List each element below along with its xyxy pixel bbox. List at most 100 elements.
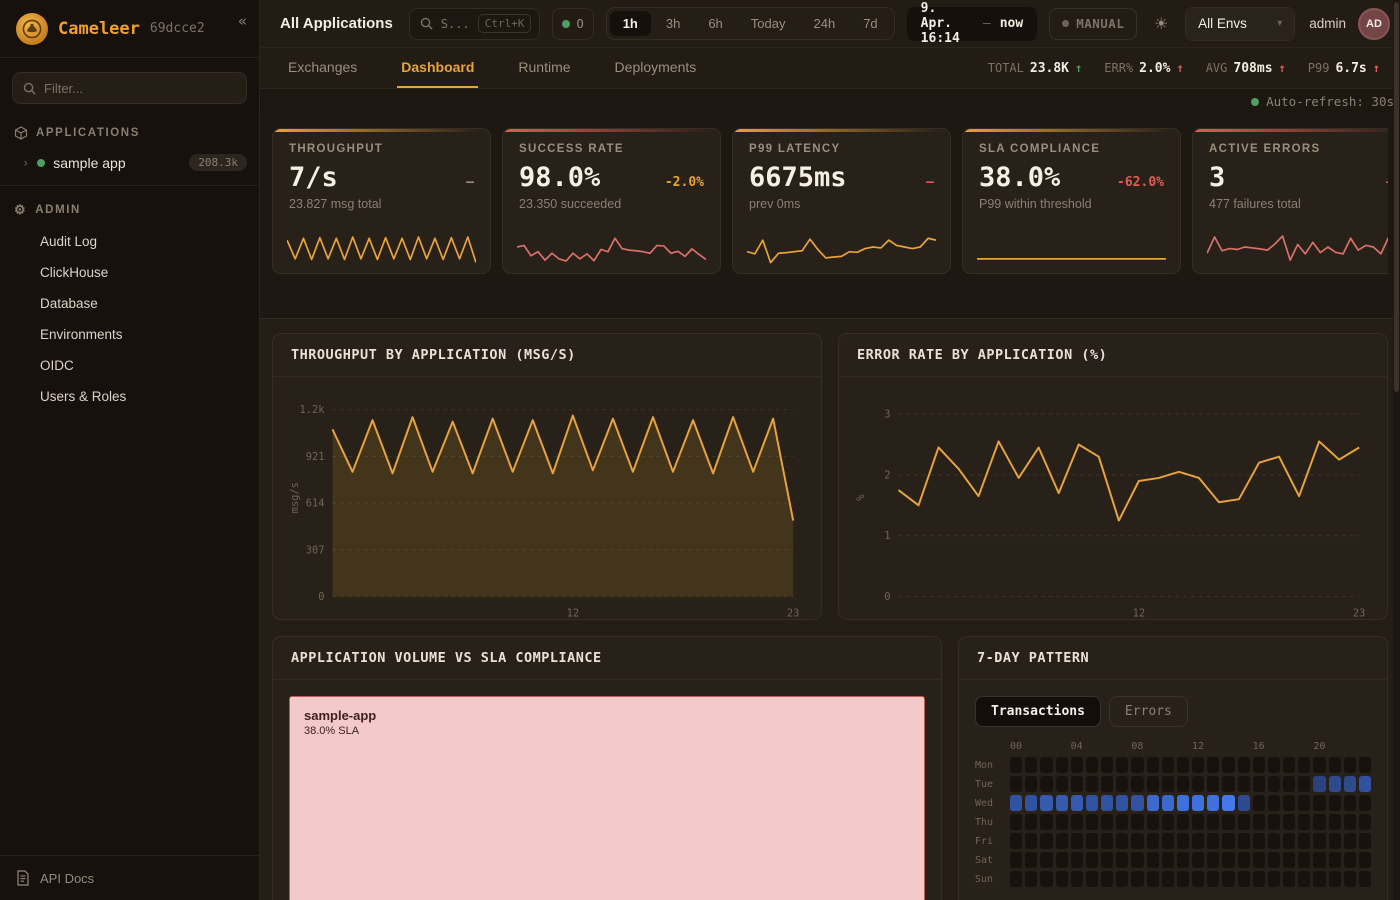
- heatmap-cell[interactable]: [1298, 795, 1311, 811]
- sidebar-item-clickhouse[interactable]: ClickHouse: [40, 265, 109, 280]
- heatmap-cell[interactable]: [1146, 833, 1159, 849]
- avatar[interactable]: AD: [1358, 7, 1390, 40]
- heatmap-cell[interactable]: [1222, 871, 1235, 887]
- heatmap-cell[interactable]: [1131, 776, 1144, 792]
- heatmap-cell[interactable]: [1010, 852, 1023, 868]
- heatmap-cell[interactable]: [1328, 871, 1341, 887]
- heatmap-cell[interactable]: [1101, 871, 1114, 887]
- heatmap-cell[interactable]: [1131, 852, 1144, 868]
- sidebar-item-environments[interactable]: Environments: [40, 327, 123, 342]
- heatmap-cell[interactable]: [1085, 833, 1098, 849]
- heatmap-cell[interactable]: [1283, 757, 1296, 773]
- heatmap-cell[interactable]: [1267, 795, 1280, 811]
- heatmap-cell[interactable]: [1040, 814, 1053, 830]
- kpi-card-active-errors[interactable]: ACTIVE ERRORS 3 – 477 failures total: [1192, 128, 1388, 274]
- heatmap-cell[interactable]: [1222, 776, 1235, 792]
- heatmap-cell[interactable]: [1085, 814, 1098, 830]
- heatmap-cell[interactable]: [1192, 814, 1205, 830]
- heatmap-cell[interactable]: [1085, 776, 1098, 792]
- heatmap-cell[interactable]: [1101, 814, 1114, 830]
- date-range-picker[interactable]: 9. Apr. 16:14 – now: [906, 1, 1038, 46]
- kpi-card-p99-latency[interactable]: P99 LATENCY 6675ms – prev 0ms: [732, 128, 951, 274]
- heatmap-cell[interactable]: [1313, 871, 1326, 887]
- heatmap-cell[interactable]: [1328, 776, 1341, 792]
- heatmap-cell[interactable]: [1237, 833, 1250, 849]
- heatmap-cell[interactable]: [1237, 795, 1250, 811]
- heatmap-cell[interactable]: [1358, 757, 1371, 773]
- heatmap-cell[interactable]: [1343, 757, 1356, 773]
- throughput-line-chart[interactable]: 0 307 614 921 1.2k 12 23 msg/s: [273, 377, 821, 619]
- heatmap-cell[interactable]: [1313, 776, 1326, 792]
- heatmap-cell[interactable]: [1146, 814, 1159, 830]
- heatmap-cell[interactable]: [1131, 814, 1144, 830]
- api-docs-link[interactable]: API Docs: [0, 855, 259, 900]
- heatmap-cell[interactable]: [1131, 833, 1144, 849]
- heatmap-cell[interactable]: [1252, 776, 1265, 792]
- heatmap-cell[interactable]: [1176, 814, 1189, 830]
- sidebar-item-users-roles[interactable]: Users & Roles: [40, 389, 127, 404]
- heatmap-cell[interactable]: [1207, 776, 1220, 792]
- heatmap-cell[interactable]: [1298, 852, 1311, 868]
- heatmap-cell[interactable]: [1025, 795, 1038, 811]
- heatmap-cell[interactable]: [1267, 776, 1280, 792]
- tab-deployments[interactable]: Deployments: [614, 59, 697, 75]
- heatmap-cell[interactable]: [1010, 795, 1023, 811]
- heatmap-cell[interactable]: [1313, 757, 1326, 773]
- heatmap-cell[interactable]: [1328, 814, 1341, 830]
- heatmap-cell[interactable]: [1298, 814, 1311, 830]
- heatmap-cell[interactable]: [1040, 852, 1053, 868]
- live-status-button[interactable]: O: [552, 7, 594, 40]
- heatmap-cell[interactable]: [1328, 852, 1341, 868]
- heatmap-cell[interactable]: [1237, 852, 1250, 868]
- heatmap-cell[interactable]: [1010, 871, 1023, 887]
- heatmap-cell[interactable]: [1252, 757, 1265, 773]
- heatmap-cell[interactable]: [1176, 795, 1189, 811]
- heatmap-cell[interactable]: [1101, 795, 1114, 811]
- heatmap-cell[interactable]: [1055, 757, 1068, 773]
- heatmap-cell[interactable]: [1161, 795, 1174, 811]
- heatmap-cell[interactable]: [1328, 795, 1341, 811]
- heatmap-cell[interactable]: [1040, 757, 1053, 773]
- heatmap-cell[interactable]: [1025, 757, 1038, 773]
- tab-dashboard[interactable]: Dashboard: [397, 48, 479, 88]
- heatmap-cell[interactable]: [1131, 795, 1144, 811]
- heatmap-cell[interactable]: [1040, 833, 1053, 849]
- heatmap-cell[interactable]: [1161, 776, 1174, 792]
- heatmap-cell[interactable]: [1267, 833, 1280, 849]
- heatmap-cell[interactable]: [1070, 833, 1083, 849]
- heatmap-cell[interactable]: [1328, 833, 1341, 849]
- heatmap-cell[interactable]: [1207, 852, 1220, 868]
- time-range-3h[interactable]: 3h: [665, 16, 681, 31]
- toggle-errors[interactable]: Errors: [1108, 696, 1188, 727]
- heatmap-cell[interactable]: [1161, 757, 1174, 773]
- heatmap-cell[interactable]: [1040, 795, 1053, 811]
- heatmap-cell[interactable]: [1207, 871, 1220, 887]
- heatmap-cell[interactable]: [1192, 871, 1205, 887]
- heatmap-cell[interactable]: [1192, 833, 1205, 849]
- heatmap-cell[interactable]: [1025, 776, 1038, 792]
- heatmap-cell[interactable]: [1146, 757, 1159, 773]
- theme-toggle-button[interactable]: ☀: [1149, 8, 1173, 40]
- heatmap-cell[interactable]: [1101, 757, 1114, 773]
- heatmap-cell[interactable]: [1040, 871, 1053, 887]
- heatmap-cell[interactable]: [1055, 852, 1068, 868]
- heatmap-cell[interactable]: [1116, 852, 1129, 868]
- heatmap-cell[interactable]: [1222, 795, 1235, 811]
- heatmap-cell[interactable]: [1343, 776, 1356, 792]
- heatmap-cell[interactable]: [1010, 833, 1023, 849]
- heatmap-cell[interactable]: [1237, 871, 1250, 887]
- heatmap-cell[interactable]: [1298, 871, 1311, 887]
- heatmap-cell[interactable]: [1055, 776, 1068, 792]
- heatmap-cell[interactable]: [1161, 833, 1174, 849]
- heatmap-cell[interactable]: [1025, 871, 1038, 887]
- sidebar-item-oidc[interactable]: OIDC: [40, 358, 74, 373]
- heatmap-cell[interactable]: [1146, 852, 1159, 868]
- heatmap-cell[interactable]: [1055, 871, 1068, 887]
- heatmap-cell[interactable]: [1025, 852, 1038, 868]
- kpi-card-success-rate[interactable]: SUCCESS RATE 98.0% -2.0% 23.350 succeede…: [502, 128, 721, 274]
- heatmap-cell[interactable]: [1176, 776, 1189, 792]
- heatmap-cell[interactable]: [1055, 795, 1068, 811]
- heatmap-cell[interactable]: [1176, 757, 1189, 773]
- heatmap-cell[interactable]: [1222, 757, 1235, 773]
- heatmap-cell[interactable]: [1283, 776, 1296, 792]
